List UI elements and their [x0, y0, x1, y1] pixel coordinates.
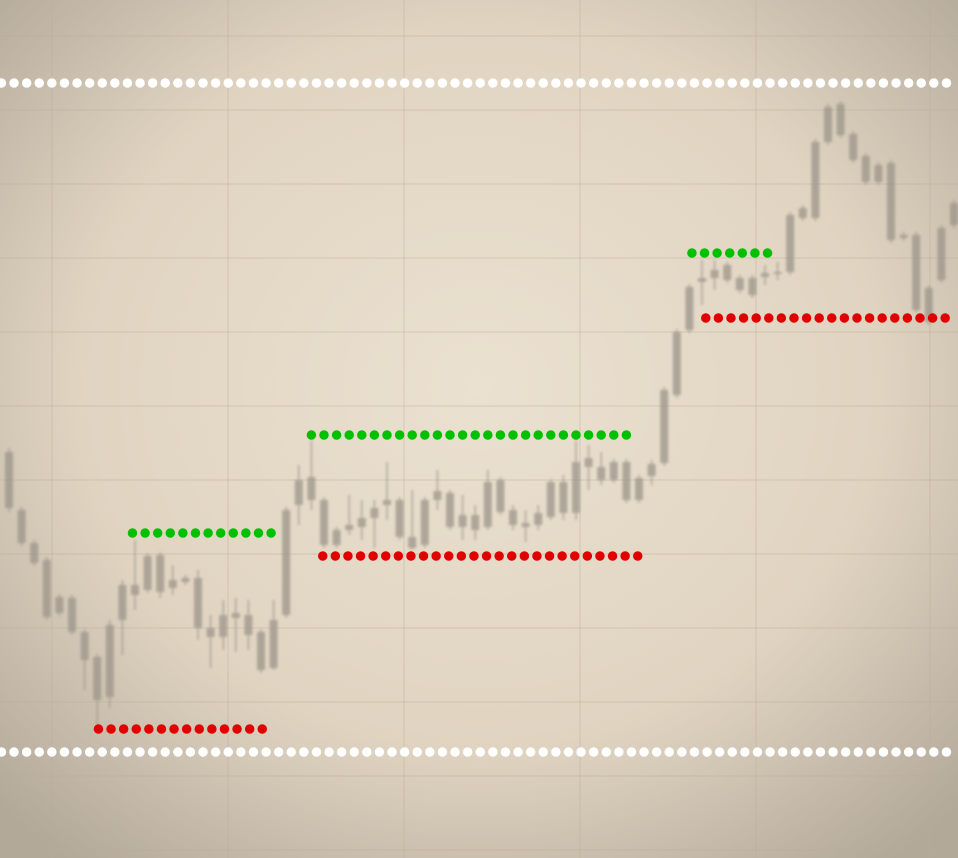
candle-body: [584, 458, 593, 467]
candle-body: [357, 518, 366, 527]
candle-body: [786, 215, 795, 272]
candle-body: [534, 513, 543, 525]
candle-body: [5, 452, 13, 508]
candle-body: [546, 482, 555, 517]
candle-body: [30, 543, 39, 563]
candle-body: [118, 585, 127, 620]
candle-body: [685, 287, 694, 330]
candle-body: [105, 625, 114, 697]
candle-body: [861, 156, 870, 182]
levels: [0, 78, 958, 757]
candle-body: [773, 272, 782, 274]
candle-body: [458, 515, 467, 527]
candle-body: [68, 598, 76, 632]
candle-body: [244, 615, 253, 635]
candle-body: [635, 478, 643, 500]
candle-body: [320, 500, 328, 545]
candle-body: [723, 265, 732, 280]
candle-body: [597, 467, 606, 480]
candle-body: [42, 560, 51, 617]
candle-body: [257, 632, 265, 670]
candle-body: [383, 500, 391, 505]
candle-body: [899, 235, 908, 238]
candle-body: [420, 500, 429, 545]
candle-body: [55, 597, 64, 613]
candle-body: [609, 462, 618, 480]
candle-body: [194, 578, 202, 628]
candle-body: [395, 500, 404, 537]
candle-body: [710, 270, 719, 278]
candle-body: [924, 288, 933, 322]
candle-body: [168, 580, 177, 588]
candle-body: [471, 515, 480, 530]
candle-body: [143, 556, 152, 590]
candle-body: [836, 104, 845, 135]
candle-body: [80, 632, 89, 660]
candle-body: [672, 332, 681, 395]
candle-body: [231, 613, 240, 618]
candle-body: [647, 464, 656, 476]
candle-body: [446, 493, 454, 527]
candle-body: [17, 510, 26, 543]
candle-body: [408, 537, 417, 548]
candle-body: [849, 134, 858, 160]
candle-body: [206, 628, 215, 637]
candle-body: [345, 525, 354, 530]
candle-body: [483, 482, 492, 527]
candle-body: [950, 203, 958, 225]
candle-body: [156, 555, 165, 592]
candle-body: [937, 228, 946, 280]
candle-body: [282, 510, 291, 615]
candle-body: [219, 615, 228, 637]
candle-body: [294, 480, 303, 505]
candle-body: [496, 480, 505, 512]
candle-body: [735, 278, 744, 290]
candle-body: [181, 578, 190, 582]
candle-body: [761, 273, 769, 277]
candle-body: [748, 278, 757, 295]
candle-body: [521, 523, 530, 527]
candle-body: [269, 620, 278, 668]
candle-body: [307, 477, 316, 500]
candle-body: [874, 165, 883, 182]
candle-body: [509, 510, 517, 525]
candle-body: [824, 107, 832, 142]
candle-body: [887, 163, 895, 240]
candle-body: [811, 142, 820, 218]
candle-body: [698, 278, 706, 282]
candle-body: [660, 390, 669, 463]
candle-body: [433, 491, 442, 500]
candle-body: [572, 462, 580, 513]
candle-body: [332, 530, 341, 545]
candle-body: [559, 482, 568, 513]
candle-body: [370, 508, 379, 518]
candle-body: [622, 462, 631, 500]
candles: [5, 101, 958, 730]
candle-body: [131, 585, 139, 595]
candle-body: [798, 208, 807, 218]
candle-body: [912, 235, 921, 310]
candle-body: [93, 657, 102, 700]
